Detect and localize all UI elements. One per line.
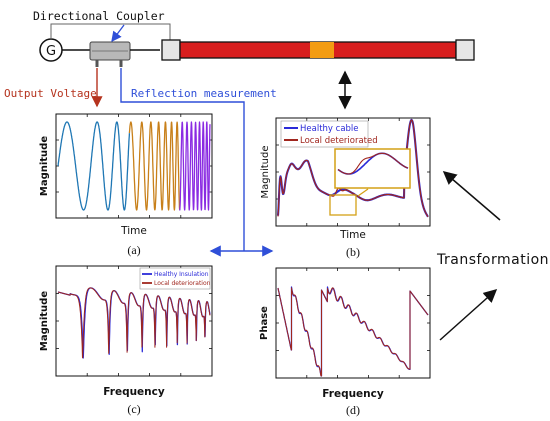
coupler-label: Directional Coupler — [33, 9, 165, 23]
panel-a: Magnitude Time (a) — [39, 113, 213, 257]
transformation-label: Transformation — [436, 252, 549, 268]
trace-phase-deteriorated — [277, 287, 429, 377]
panel-b-tag: (b) — [346, 245, 360, 259]
panel-b-zoom-region — [329, 194, 357, 216]
panel-b-zoom-arrow — [357, 188, 369, 197]
panel-c-ticks — [56, 266, 212, 376]
reflection-label: Reflection measurement — [131, 87, 277, 100]
panel-c-plot — [57, 287, 211, 359]
panel-b-xlabel: Time — [339, 229, 366, 241]
legend-b-healthy: Healthy cable — [300, 124, 359, 134]
reflection-path — [120, 68, 245, 251]
legend-b-deteriorated: Local deteriorated — [300, 136, 378, 146]
trace-local-deterioration — [57, 287, 211, 359]
panel-b-inset-frame — [334, 148, 411, 189]
panel-d-ticks — [276, 268, 430, 378]
panel-d: Phase Frequency (d) — [259, 267, 431, 417]
transformation-arrow-upper — [442, 171, 501, 221]
panel-b-ylabel: Magnitude — [260, 146, 271, 199]
panel-a-tag: (a) — [127, 243, 140, 257]
trace-local-deteriorated — [277, 119, 429, 218]
output-voltage-label: Output Voltage — [4, 87, 97, 100]
chirp-segment-low — [57, 121, 131, 211]
panel-d-xlabel: Frequency — [322, 388, 384, 400]
defect-section — [310, 42, 334, 58]
coupler-pointer — [111, 24, 125, 43]
panel-d-frame — [275, 267, 431, 379]
panel-d-tag: (d) — [346, 403, 360, 417]
panel-a-ticks — [56, 114, 212, 218]
transformation-group: Transformation — [436, 171, 549, 341]
panel-b-plot — [276, 118, 429, 218]
panel-d-ylabel: Phase — [259, 306, 270, 340]
panel-b-inset — [337, 152, 409, 175]
chirp-segment-mid — [128, 121, 181, 211]
panel-c-xlabel: Frequency — [103, 386, 165, 398]
ground-loop-line — [50, 23, 171, 40]
panel-b-legend: Healthy cable Local deteriorated — [280, 120, 378, 148]
transformation-arrow-lower — [439, 289, 498, 341]
system-schematic: G Directional Coupler Output Voltage Ref… — [4, 9, 475, 257]
panel-b: Healthy cable Local deteriorated Magnitu… — [260, 117, 431, 259]
generator-label: G — [46, 44, 56, 59]
directional-coupler-icon — [89, 41, 131, 67]
panel-c-ylabel: Magnitude — [39, 291, 50, 351]
inset-deteriorated — [337, 152, 409, 175]
cable — [161, 39, 475, 61]
panel-a-ylabel: Magnitude — [39, 136, 50, 196]
panel-d-plot — [277, 286, 429, 377]
chirp-segment-high — [179, 121, 211, 211]
panel-a-xlabel: Time — [120, 225, 147, 237]
legend-c-healthy: Healthy Insulation — [154, 271, 209, 278]
panel-c-tag: (c) — [127, 402, 140, 416]
panel-c-legend: Healthy Insulation Local deterioration — [139, 267, 211, 290]
legend-c-deteriorated: Local deterioration — [154, 280, 211, 287]
panel-c: Healthy Insulation Local deterioration M… — [39, 265, 213, 416]
panel-a-plot — [57, 121, 211, 211]
